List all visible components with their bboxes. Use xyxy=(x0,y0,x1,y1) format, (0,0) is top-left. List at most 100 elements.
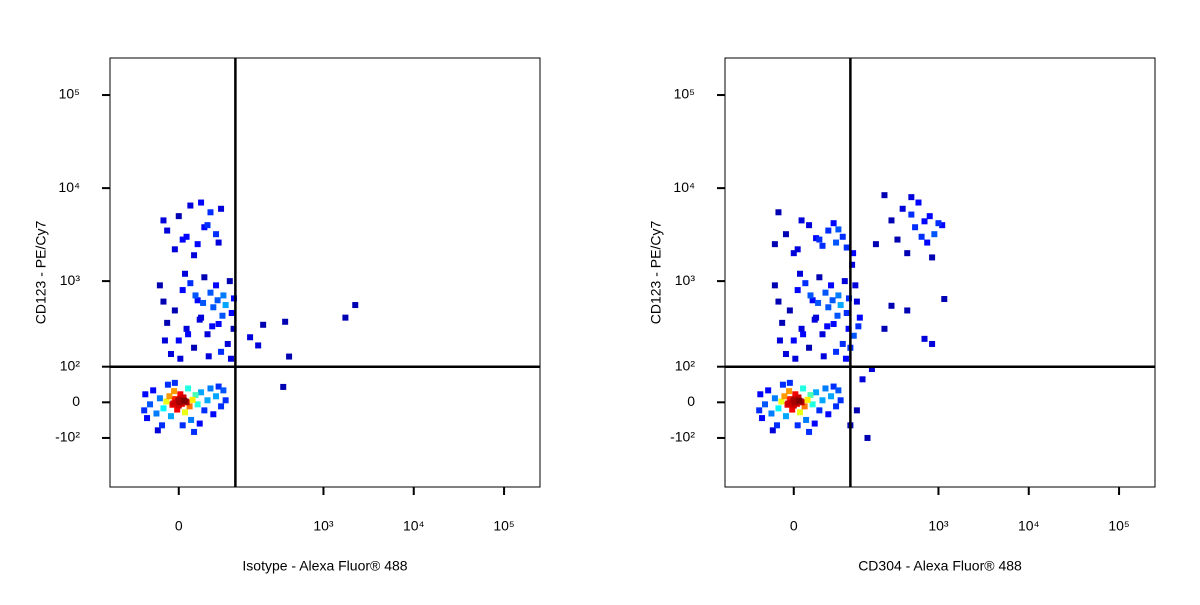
event-dot xyxy=(160,217,167,224)
event-dot xyxy=(147,401,154,408)
event-dot xyxy=(931,231,938,238)
event-dot xyxy=(856,314,863,321)
event-dot xyxy=(201,407,208,414)
event-dot xyxy=(839,340,846,347)
event-dot xyxy=(175,402,182,409)
event-dot xyxy=(816,407,823,414)
event-dot xyxy=(809,297,816,304)
event-dot xyxy=(816,274,823,281)
event-dot xyxy=(820,353,827,360)
event-dot xyxy=(201,274,208,281)
event-dot xyxy=(825,227,832,234)
event-dot xyxy=(187,202,194,209)
event-dot xyxy=(941,296,948,303)
event-dot xyxy=(807,292,814,299)
event-dot xyxy=(786,307,793,314)
event-dot xyxy=(769,427,776,434)
event-dot xyxy=(255,342,262,349)
event-dot xyxy=(843,244,850,251)
event-dot xyxy=(167,351,174,358)
x-tick-label: 0 xyxy=(790,518,798,534)
event-dot xyxy=(171,246,178,253)
event-dot xyxy=(220,387,227,394)
y-tick-label: 10⁴ xyxy=(58,179,80,195)
event-dot xyxy=(822,385,829,392)
event-dot xyxy=(765,387,772,394)
event-dot xyxy=(164,227,171,234)
event-dot xyxy=(881,192,888,199)
event-dot xyxy=(228,310,235,317)
event-dot xyxy=(182,409,189,416)
event-dot xyxy=(819,331,826,338)
event-dot xyxy=(224,340,231,347)
event-dot xyxy=(791,399,798,406)
event-dot xyxy=(247,334,254,341)
event-dot xyxy=(191,344,198,351)
event-dot xyxy=(786,379,793,386)
event-dot xyxy=(796,397,803,404)
event-dot xyxy=(282,318,289,325)
event-dot xyxy=(794,422,801,429)
event-dot xyxy=(218,403,225,410)
y-tick-label: -10² xyxy=(55,429,80,445)
event-dot xyxy=(164,381,171,388)
event-dot xyxy=(782,351,789,358)
event-dot xyxy=(757,391,764,398)
event-dot xyxy=(175,337,182,344)
y-tick-label: 10² xyxy=(60,357,81,373)
event-dot xyxy=(213,282,220,289)
event-dot xyxy=(845,325,852,332)
event-dot xyxy=(837,302,844,309)
event-dot xyxy=(154,427,161,434)
event-dot xyxy=(215,320,222,327)
x-axis-label: CD304 - Alexa Fluor® 488 xyxy=(858,558,1022,574)
event-dot xyxy=(790,250,797,257)
event-dot xyxy=(778,398,785,405)
event-dot xyxy=(800,331,807,338)
event-dot xyxy=(352,302,359,309)
y-tick-label: 10⁴ xyxy=(673,179,695,195)
event-dot xyxy=(835,292,842,299)
event-dot xyxy=(171,307,178,314)
event-dot xyxy=(222,397,229,404)
event-dot xyxy=(825,304,832,311)
event-dot xyxy=(260,321,267,328)
event-dot xyxy=(192,392,199,399)
event-dot xyxy=(888,302,895,309)
event-dot xyxy=(768,410,775,417)
event-dot xyxy=(816,236,823,243)
event-dot xyxy=(210,411,217,418)
event-dot xyxy=(201,224,208,231)
event-dot xyxy=(839,233,846,240)
event-dot xyxy=(935,220,942,227)
event-dot xyxy=(908,194,915,201)
event-dot xyxy=(179,422,186,429)
event-dot xyxy=(825,411,832,418)
event-dot xyxy=(185,385,192,392)
y-axis-label: CD123 - PE/Cy7 xyxy=(648,221,664,325)
event-dot xyxy=(170,400,177,407)
y-tick-label: 10³ xyxy=(675,272,696,288)
event-dot xyxy=(813,235,820,242)
event-dot xyxy=(790,337,797,344)
event-dot xyxy=(819,242,826,249)
event-dot xyxy=(759,415,766,422)
event-dot xyxy=(904,307,911,314)
event-dot xyxy=(194,297,201,304)
event-dot xyxy=(179,287,186,294)
x-tick-label: 0 xyxy=(175,518,183,534)
event-dot xyxy=(830,383,837,390)
event-dot xyxy=(779,381,786,388)
event-dot xyxy=(226,278,233,285)
y-tick-label: 10³ xyxy=(60,272,81,288)
event-dot xyxy=(142,391,149,398)
event-dot xyxy=(153,410,160,417)
event-dot xyxy=(222,302,229,309)
event-dot xyxy=(776,337,783,344)
event-dot xyxy=(872,241,879,248)
event-dot xyxy=(855,323,862,330)
event-dot xyxy=(286,353,293,360)
event-dot xyxy=(219,312,226,319)
event-dot xyxy=(809,401,816,408)
event-dot xyxy=(843,310,850,317)
